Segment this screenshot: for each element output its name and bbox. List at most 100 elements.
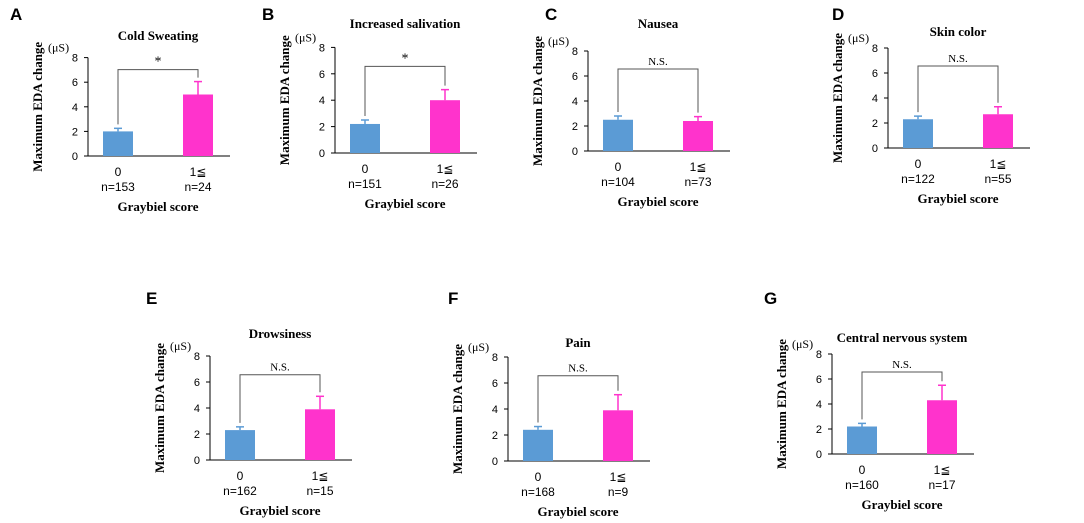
y-tick-label: 8 xyxy=(572,46,578,58)
y-tick-label: 2 xyxy=(816,424,822,436)
bar-score-0 xyxy=(225,430,255,460)
n-label: n=104 xyxy=(601,175,635,189)
y-tick-label: 6 xyxy=(194,377,200,389)
panel-letter: A xyxy=(10,5,22,24)
y-tick-label: 4 xyxy=(572,96,578,108)
category-label: 0 xyxy=(535,470,542,484)
bar-score-1-plus xyxy=(305,409,335,460)
n-label: n=26 xyxy=(431,177,458,191)
bar-score-1-plus xyxy=(603,410,633,461)
y-tick-label: 2 xyxy=(319,122,325,134)
y-tick-label: 2 xyxy=(72,126,78,138)
panel-letter: E xyxy=(146,289,157,308)
y-tick-label: 4 xyxy=(492,404,498,416)
significance-bracket xyxy=(617,68,699,113)
panel-title: Pain xyxy=(565,335,591,350)
y-tick-label: 6 xyxy=(72,77,78,89)
y-tick-label: 8 xyxy=(194,351,200,363)
y-tick-label: 0 xyxy=(194,455,200,467)
y-tick-label: 0 xyxy=(72,151,78,163)
significance-bracket xyxy=(239,374,321,423)
category-label: 1≦ xyxy=(190,165,207,179)
y-axis-label: Maximum EDA change xyxy=(774,339,789,469)
y-tick-label: 8 xyxy=(816,349,822,361)
y-tick-label: 6 xyxy=(872,68,878,80)
category-label: 0 xyxy=(362,162,369,176)
category-label: 1≦ xyxy=(437,162,454,176)
x-axis-label: Graybiel score xyxy=(862,497,943,512)
unit-label: (μS) xyxy=(848,31,869,45)
unit-label: (μS) xyxy=(548,34,569,48)
bar-score-0 xyxy=(523,429,553,461)
y-axis-label: Maximum EDA change xyxy=(30,42,45,172)
significance-label: N.S. xyxy=(892,359,912,371)
bar-score-0 xyxy=(350,123,380,153)
panel-title: Skin color xyxy=(930,24,987,39)
y-axis-label: Maximum EDA change xyxy=(450,344,465,474)
y-tick-label: 2 xyxy=(492,430,498,442)
category-label: 0 xyxy=(115,165,122,179)
y-tick-label: 8 xyxy=(872,43,878,55)
panel-title: Cold Sweating xyxy=(118,28,199,43)
y-tick-label: 2 xyxy=(194,429,200,441)
n-label: n=162 xyxy=(223,484,257,498)
y-tick-label: 6 xyxy=(492,378,498,390)
category-label: 1≦ xyxy=(610,470,627,484)
n-label: n=151 xyxy=(348,177,382,191)
unit-label: (μS) xyxy=(170,339,191,353)
y-axis-label: Maximum EDA change xyxy=(277,35,292,165)
panel-title: Central nervous system xyxy=(837,330,968,345)
significance-label: * xyxy=(155,55,162,70)
y-tick-label: 2 xyxy=(872,118,878,130)
y-axis-label: Maximum EDA change xyxy=(830,33,845,163)
panel-letter: B xyxy=(262,5,274,24)
n-label: n=168 xyxy=(521,485,555,499)
category-label: 1≦ xyxy=(934,463,951,477)
y-tick-label: 0 xyxy=(319,148,325,160)
significance-label: * xyxy=(402,51,409,66)
y-axis-label: Maximum EDA change xyxy=(152,343,167,473)
n-label: n=17 xyxy=(928,478,955,492)
significance-bracket xyxy=(917,65,999,113)
panel-letter: G xyxy=(764,289,777,308)
significance-label: N.S. xyxy=(948,53,968,65)
bar-score-1-plus xyxy=(927,400,957,454)
significance-label: N.S. xyxy=(648,56,668,68)
bar-score-1-plus xyxy=(430,100,460,153)
category-label: 1≦ xyxy=(690,160,707,174)
panel-title: Nausea xyxy=(638,16,679,31)
significance-bracket xyxy=(364,65,446,116)
bar-score-0 xyxy=(103,131,133,156)
y-tick-label: 8 xyxy=(319,42,325,54)
y-tick-label: 6 xyxy=(319,69,325,81)
significance-bracket xyxy=(861,371,943,420)
category-label: 1≦ xyxy=(312,469,329,483)
bar-score-1-plus xyxy=(183,94,213,156)
panel-letter: D xyxy=(832,5,844,24)
unit-label: (μS) xyxy=(48,41,69,55)
n-label: n=153 xyxy=(101,180,135,194)
n-label: n=9 xyxy=(608,485,629,499)
n-label: n=15 xyxy=(306,484,333,498)
x-axis-label: Graybiel score xyxy=(365,196,446,211)
x-axis-label: Graybiel score xyxy=(918,191,999,206)
category-label: 0 xyxy=(859,463,866,477)
category-label: 0 xyxy=(915,157,922,171)
y-tick-label: 6 xyxy=(572,71,578,83)
x-axis-label: Graybiel score xyxy=(618,194,699,209)
n-label: n=24 xyxy=(184,180,211,194)
bar-score-1-plus xyxy=(683,121,713,151)
y-tick-label: 4 xyxy=(319,95,325,107)
y-tick-label: 4 xyxy=(816,399,822,411)
y-tick-label: 4 xyxy=(872,93,878,105)
n-label: n=122 xyxy=(901,172,935,186)
significance-label: N.S. xyxy=(568,363,588,375)
x-axis-label: Graybiel score xyxy=(240,503,321,518)
category-label: 0 xyxy=(237,469,244,483)
y-tick-label: 2 xyxy=(572,121,578,133)
significance-bracket xyxy=(537,375,619,423)
y-tick-label: 4 xyxy=(72,102,78,114)
bar-score-0 xyxy=(847,426,877,454)
panel-title: Drowsiness xyxy=(249,326,312,341)
